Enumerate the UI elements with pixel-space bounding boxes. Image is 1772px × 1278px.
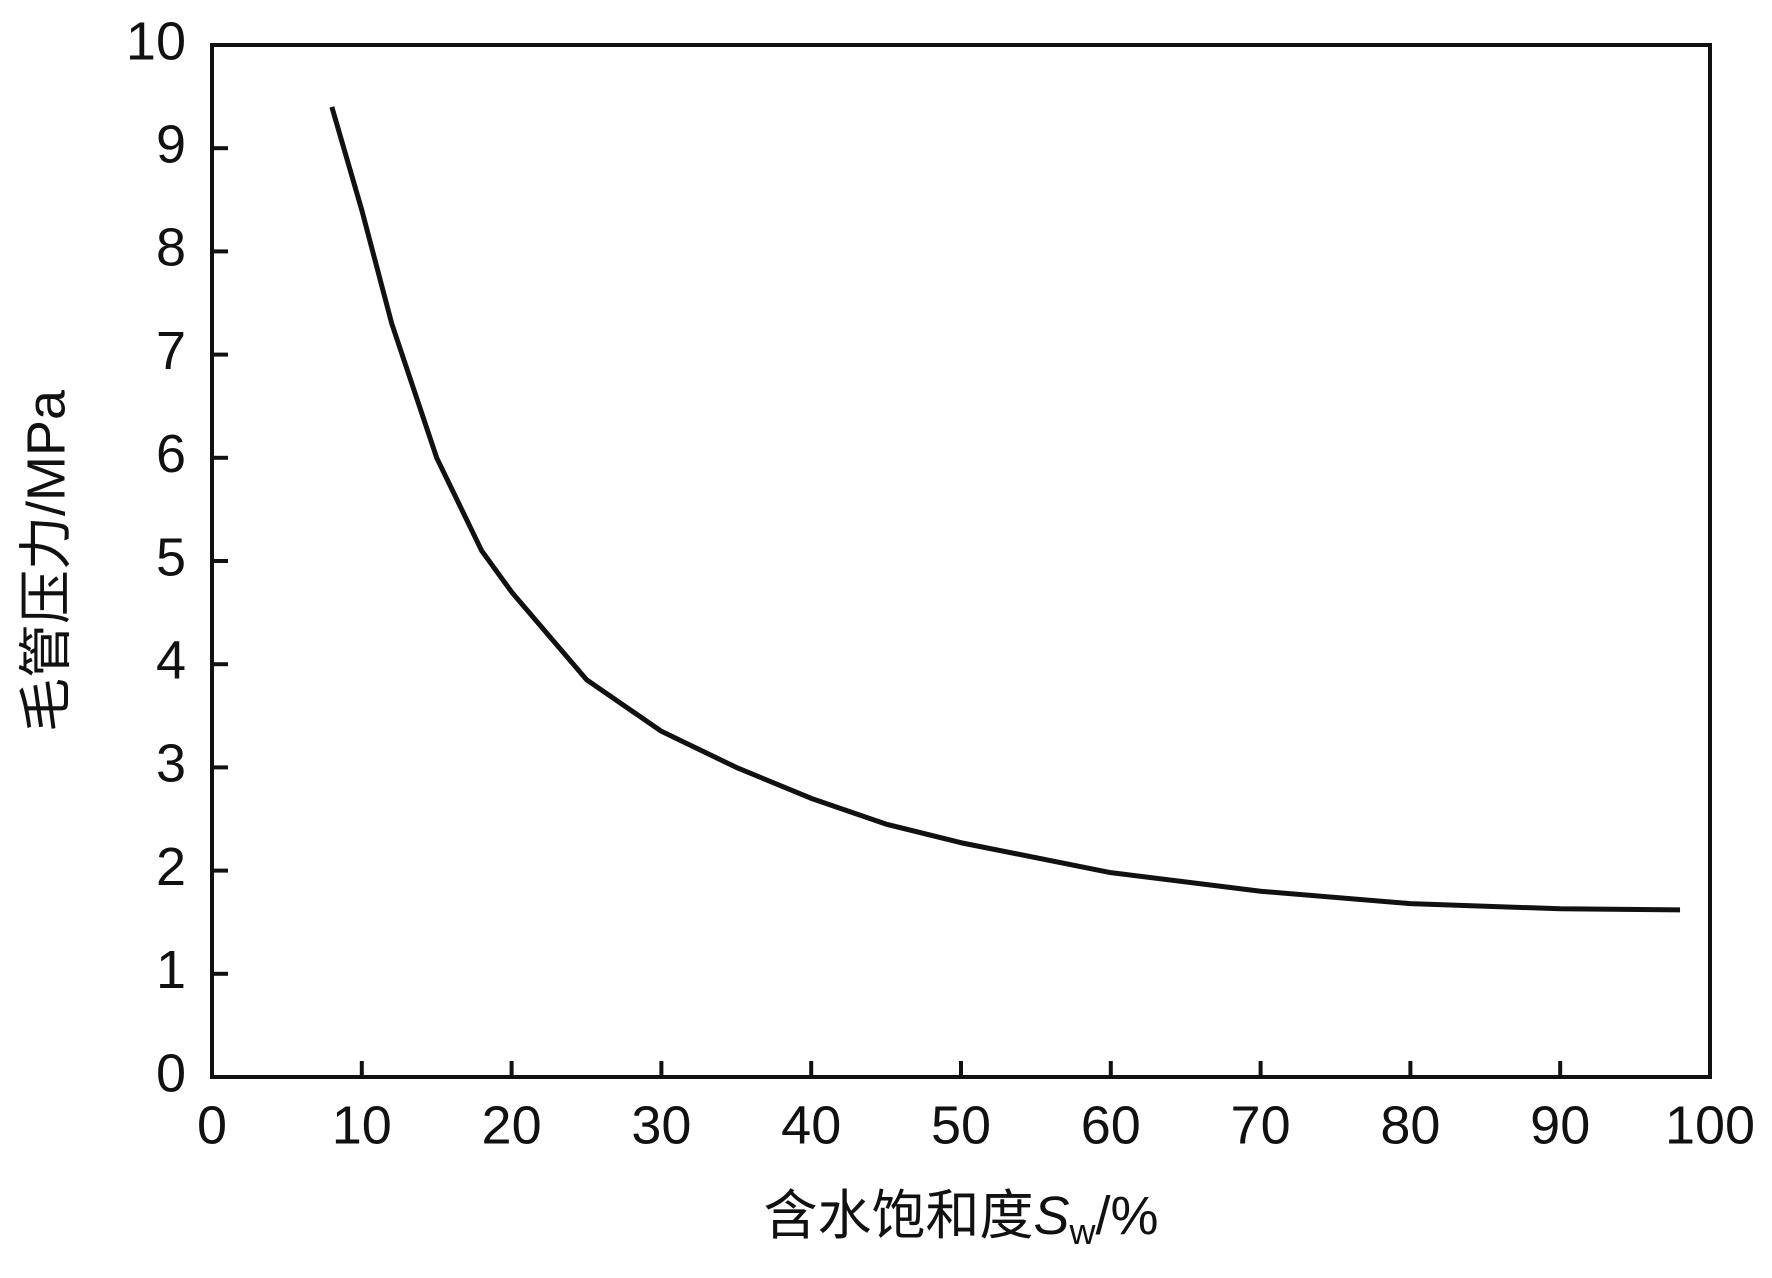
x-tick-label: 40 — [781, 1095, 841, 1155]
x-tick-label: 90 — [1530, 1095, 1590, 1155]
y-tick-label: 4 — [156, 630, 186, 690]
x-tick-label: 70 — [1231, 1095, 1291, 1155]
plot-frame — [210, 43, 1712, 1079]
y-tick-label: 7 — [156, 321, 186, 381]
x-axis-label: 含水饱和度Sw/% — [763, 1186, 1158, 1251]
x-label-unit: /% — [1096, 1186, 1159, 1246]
y-tick-label: 3 — [156, 734, 186, 794]
x-tick-label: 100 — [1665, 1095, 1755, 1155]
x-label-symbol: S — [1033, 1186, 1069, 1246]
x-label-subscript: w — [1069, 1211, 1097, 1252]
y-tick-label: 5 — [156, 527, 186, 587]
y-axis-label: 毛管压力/MPa — [16, 389, 76, 732]
y-tick-label: 1 — [156, 940, 186, 1000]
x-tick-label: 80 — [1380, 1095, 1440, 1155]
x-tick-label: 0 — [197, 1095, 227, 1155]
y-tick-label: 10 — [126, 11, 186, 71]
curve — [329, 106, 1681, 913]
y-tick-label: 6 — [156, 424, 186, 484]
x-tick-label: 50 — [931, 1095, 991, 1155]
y-tick-label: 2 — [156, 837, 186, 897]
y-tick-label: 9 — [156, 114, 186, 174]
y-tick-label: 0 — [156, 1043, 186, 1103]
x-tick-label: 30 — [631, 1095, 691, 1155]
x-tick-label: 60 — [1081, 1095, 1141, 1155]
x-tick-label: 20 — [482, 1095, 542, 1155]
x-label-main: 含水饱和度 — [763, 1186, 1033, 1246]
x-tick-label: 10 — [332, 1095, 392, 1155]
y-tick-label: 8 — [156, 218, 186, 278]
